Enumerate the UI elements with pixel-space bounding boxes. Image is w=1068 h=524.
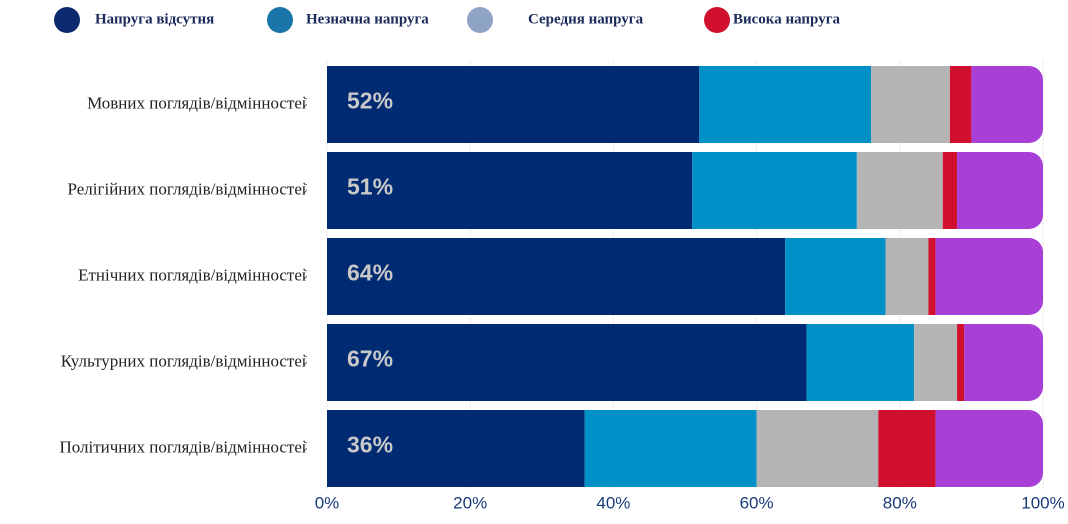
legend-marker bbox=[704, 7, 730, 33]
bar-segment bbox=[692, 152, 857, 229]
bar-segment bbox=[871, 66, 950, 143]
x-tick-label: 60% bbox=[740, 493, 774, 512]
bar-segment bbox=[327, 66, 700, 143]
bar-segment bbox=[949, 66, 972, 143]
bar-segment bbox=[327, 410, 585, 487]
category-label: Мовних поглядів/відмінностей bbox=[87, 93, 311, 112]
data-label: 67% bbox=[347, 346, 393, 372]
bar-segment bbox=[327, 238, 786, 315]
bar-row bbox=[307, 66, 1043, 143]
x-tick-label: 20% bbox=[453, 493, 487, 512]
bar-segment bbox=[756, 410, 879, 487]
bar-row bbox=[307, 152, 1043, 229]
bar-segment bbox=[327, 152, 693, 229]
bar-left-edge bbox=[307, 238, 327, 315]
legend-marker bbox=[467, 7, 493, 33]
bar-segment bbox=[856, 152, 943, 229]
bar-segment bbox=[914, 324, 958, 401]
bar-segment bbox=[957, 152, 1043, 229]
bar-row bbox=[307, 238, 1043, 315]
data-label: 64% bbox=[347, 260, 393, 286]
category-label: Політичних поглядів/відмінностей bbox=[59, 437, 311, 456]
bar-segment bbox=[935, 238, 1043, 315]
bar-segment bbox=[885, 238, 929, 315]
legend-label: Висока напруга bbox=[733, 11, 841, 27]
bar-row bbox=[307, 410, 1043, 487]
x-tick-label: 0% bbox=[315, 493, 340, 512]
bar-row bbox=[307, 324, 1043, 401]
bar-segment bbox=[971, 66, 1043, 143]
legend-marker bbox=[54, 7, 80, 33]
legend-label: Незначна напруга bbox=[306, 11, 429, 27]
category-label: Релігійних поглядів/відмінностей bbox=[68, 179, 311, 198]
bar-segment bbox=[584, 410, 757, 487]
bar-segment bbox=[327, 324, 807, 401]
x-tick-label: 100% bbox=[1021, 493, 1064, 512]
bar-left-edge bbox=[307, 324, 327, 401]
bar-left-edge bbox=[307, 152, 327, 229]
bar-segment bbox=[942, 152, 958, 229]
category-label: Культурних поглядів/відмінностей bbox=[61, 351, 311, 370]
bar-segment bbox=[935, 410, 1043, 487]
legend-marker bbox=[267, 7, 293, 33]
bar-segment bbox=[928, 238, 936, 315]
category-label: Етнічних поглядів/відмінностей bbox=[78, 265, 311, 284]
x-tick-label: 80% bbox=[883, 493, 917, 512]
bar-segment bbox=[878, 410, 936, 487]
bar-segment bbox=[957, 324, 965, 401]
data-label: 36% bbox=[347, 432, 393, 458]
data-label: 52% bbox=[347, 88, 393, 114]
bar-segment bbox=[964, 324, 1043, 401]
bar-segment bbox=[699, 66, 872, 143]
x-tick-label: 40% bbox=[596, 493, 630, 512]
legend-label: Напруга відсутня bbox=[95, 11, 214, 27]
bar-left-edge bbox=[307, 410, 327, 487]
bar-left-edge bbox=[307, 66, 327, 143]
bar-segment bbox=[806, 324, 915, 401]
data-label: 51% bbox=[347, 174, 393, 200]
bar-segment bbox=[785, 238, 886, 315]
legend-label: Середня напруга bbox=[528, 11, 644, 27]
